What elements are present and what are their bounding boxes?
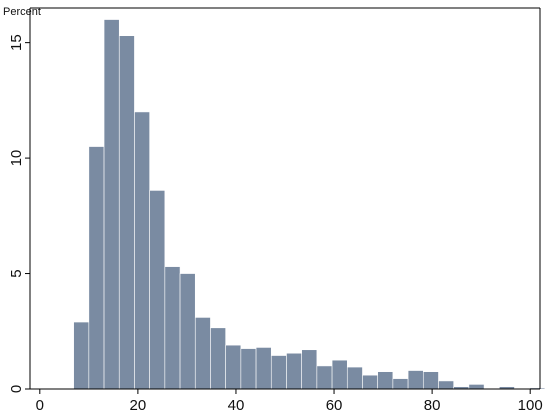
y-tick-label-5: 5: [8, 269, 25, 277]
histogram-bar-23: [422, 371, 439, 390]
histogram-bar-5: [149, 190, 166, 390]
histogram-bar-11: [240, 348, 257, 390]
y-tick-label-0: 0: [8, 385, 25, 393]
histogram-bar-15: [301, 349, 318, 390]
bars: [73, 19, 546, 390]
histogram-bar-0: [73, 321, 90, 390]
x-tick-label-40: 40: [228, 397, 245, 414]
y-axis-ticks: 0 5 10 15: [8, 34, 30, 393]
histogram-bar-21: [392, 378, 409, 390]
histogram-bar-13: [270, 355, 287, 390]
histogram-bar-8: [194, 317, 211, 390]
histogram-bar-18: [346, 366, 363, 390]
histogram-bar-9: [210, 327, 226, 390]
y-axis-title: Percent: [3, 6, 41, 18]
x-axis-ticks: 0 20 40 60 80 100: [36, 389, 543, 414]
y-tick-label-10: 10: [8, 150, 25, 167]
x-tick-label-80: 80: [424, 397, 441, 414]
histogram-bar-22: [407, 370, 424, 390]
histogram-bar-26: [468, 384, 485, 390]
histogram-bar-20: [377, 371, 394, 390]
histogram-bar-6: [164, 266, 181, 390]
y-tick-label-15: 15: [8, 34, 25, 51]
histogram-bar-12: [255, 347, 272, 390]
x-tick-label-100: 100: [518, 397, 543, 414]
histogram-bar-3: [118, 35, 135, 390]
histogram-bar-17: [331, 359, 348, 390]
histogram-bar-10: [225, 344, 242, 390]
histogram-bar-16: [316, 365, 333, 390]
x-tick-label-20: 20: [130, 397, 147, 414]
x-tick-label-60: 60: [326, 397, 343, 414]
histogram-bar-4: [134, 111, 150, 390]
histogram-bar-1: [88, 146, 105, 390]
axes: [29, 7, 541, 390]
histogram-bar-24: [438, 380, 454, 390]
histogram-bar-19: [362, 374, 378, 390]
histogram-bar-7: [179, 273, 196, 390]
x-tick-label-0: 0: [36, 397, 44, 414]
histogram-bar-14: [286, 352, 302, 390]
histogram-bar-2: [103, 19, 120, 390]
